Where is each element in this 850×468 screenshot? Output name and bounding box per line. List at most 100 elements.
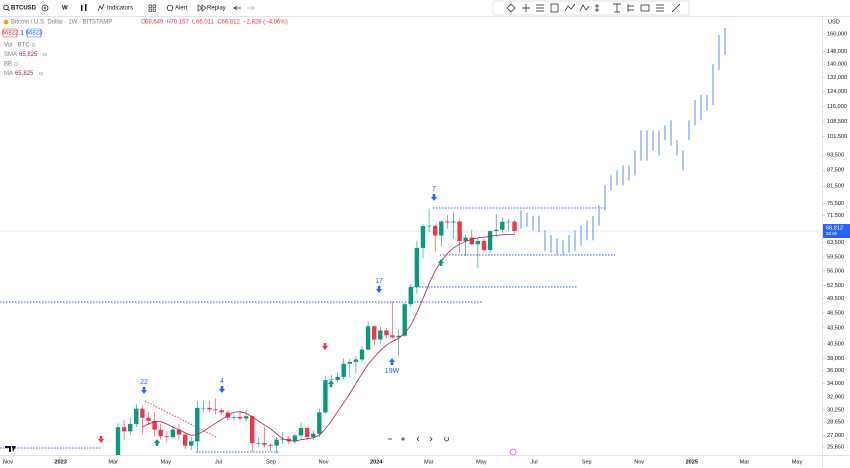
indicator-name: Vol · BTC xyxy=(4,43,30,49)
ohlc-key: C xyxy=(218,20,223,26)
candle-body xyxy=(487,231,493,251)
candle-body xyxy=(384,330,389,336)
ohlc-value: 66,011 xyxy=(196,20,215,26)
tool-icon[interactable] xyxy=(627,4,634,12)
price-tick-label: 93,500 xyxy=(827,153,844,159)
candle-body xyxy=(250,416,255,444)
ask-box[interactable] xyxy=(26,28,42,38)
scroll-right-button[interactable] xyxy=(429,436,433,442)
zoom-in-button[interactable] xyxy=(401,437,405,441)
ohlc-key: H xyxy=(167,20,171,26)
bid-box[interactable] xyxy=(2,28,18,38)
symbol[interactable]: BTCUSD xyxy=(11,6,37,12)
candle-body xyxy=(463,237,468,242)
candle-body xyxy=(420,226,426,248)
candle-body xyxy=(506,221,511,223)
compare-button[interactable] xyxy=(41,4,49,12)
ask[interactable]: 66823 xyxy=(26,31,43,37)
time-tick-label: Nov xyxy=(634,459,644,465)
price-tick-label: 160,000 xyxy=(827,31,847,37)
tool-icon[interactable] xyxy=(613,3,621,13)
candle-body xyxy=(237,416,243,419)
redo-button[interactable] xyxy=(247,5,255,11)
indicators-button[interactable]: Indicators xyxy=(97,3,133,12)
symbol-search[interactable]: BTCUSD xyxy=(3,4,37,12)
price-tick-label: 52,500 xyxy=(827,283,844,289)
candle-body xyxy=(304,428,310,438)
tool-icon[interactable] xyxy=(640,4,650,12)
event-icon[interactable] xyxy=(509,448,517,456)
price-tick-label: 36,000 xyxy=(827,368,844,374)
plot: 22 4 17 7 19W xyxy=(0,28,822,455)
indicator-value: 65,825 xyxy=(19,52,38,58)
visibility-icon[interactable] xyxy=(39,71,43,76)
price-tag-label: 66,812 xyxy=(826,226,843,232)
price-tick-label: 148,000 xyxy=(827,49,847,55)
candle-body xyxy=(481,241,487,251)
candle-body xyxy=(414,247,420,288)
tool-icon[interactable] xyxy=(656,4,664,12)
replay-button[interactable]: Replay xyxy=(197,4,226,12)
price-tick-label: 108,500 xyxy=(827,119,847,125)
signal-label: 7 xyxy=(432,186,436,193)
indicators-label[interactable]: Indicators xyxy=(107,6,133,12)
visibility-icon[interactable] xyxy=(31,43,36,47)
signal-label: 22 xyxy=(140,379,148,386)
candle-body xyxy=(457,221,462,242)
tool-icon[interactable] xyxy=(522,4,530,12)
bid[interactable]: 66822 xyxy=(2,31,19,37)
price-tick-label: 38,000 xyxy=(827,356,844,362)
time-tick-label: Jul xyxy=(530,459,537,465)
reset-button[interactable] xyxy=(444,437,449,442)
candle-body xyxy=(134,408,139,425)
tool-icon[interactable] xyxy=(506,3,516,13)
alert-button[interactable]: Alert xyxy=(166,4,188,12)
price-tick-label: 63,500 xyxy=(827,240,844,246)
symbol-logo xyxy=(3,19,9,25)
candle-body xyxy=(121,427,127,432)
tool-icon[interactable] xyxy=(671,3,681,13)
candle-body xyxy=(280,438,285,440)
interval[interactable]: W xyxy=(62,6,68,12)
price-tick-label: 32,000 xyxy=(827,395,844,401)
ohlc-value: 70,167 xyxy=(171,20,190,26)
tool-icon[interactable] xyxy=(550,3,559,13)
tool-icon[interactable] xyxy=(579,4,590,12)
candle-body xyxy=(274,439,279,446)
currency[interactable]: USD xyxy=(828,19,840,25)
signal-arrow xyxy=(98,436,104,443)
time-tick-label: May xyxy=(792,459,803,465)
tool-icon[interactable] xyxy=(564,3,576,12)
signal-arrow xyxy=(322,343,328,350)
visibility-icon[interactable] xyxy=(14,62,18,66)
tool-icon[interactable] xyxy=(536,4,544,12)
visibility-icon[interactable] xyxy=(43,52,47,57)
indicator-value: 65,825 xyxy=(15,71,34,77)
nav-buttons xyxy=(388,436,449,442)
candle-body xyxy=(365,326,371,350)
time-tick-label: May xyxy=(476,459,487,465)
candle-body xyxy=(445,221,450,223)
signal-arrow xyxy=(141,387,147,394)
price-tick-label: 81,500 xyxy=(827,184,844,190)
alert-label[interactable]: Alert xyxy=(175,6,188,12)
signal-arrow xyxy=(154,439,160,446)
price-tick-label: 25,650 xyxy=(827,444,844,450)
ohlc-key: O xyxy=(141,20,146,26)
layout-button[interactable] xyxy=(148,4,156,12)
signal-label: 19W xyxy=(385,368,400,375)
replay-label[interactable]: Replay xyxy=(207,6,226,12)
candle-body xyxy=(286,438,291,442)
undo-button[interactable] xyxy=(233,5,241,11)
signal-arrow xyxy=(431,194,437,201)
candle-body xyxy=(335,376,340,381)
chart-type-button[interactable] xyxy=(81,4,87,11)
candle-body xyxy=(426,225,432,227)
price-tick-label: 40,500 xyxy=(827,341,844,347)
moving-average xyxy=(142,234,515,442)
candle-body xyxy=(195,407,200,442)
tool-icon[interactable] xyxy=(595,4,599,12)
time-tick-label: Jul xyxy=(215,459,222,465)
scroll-left-button[interactable] xyxy=(416,436,420,442)
